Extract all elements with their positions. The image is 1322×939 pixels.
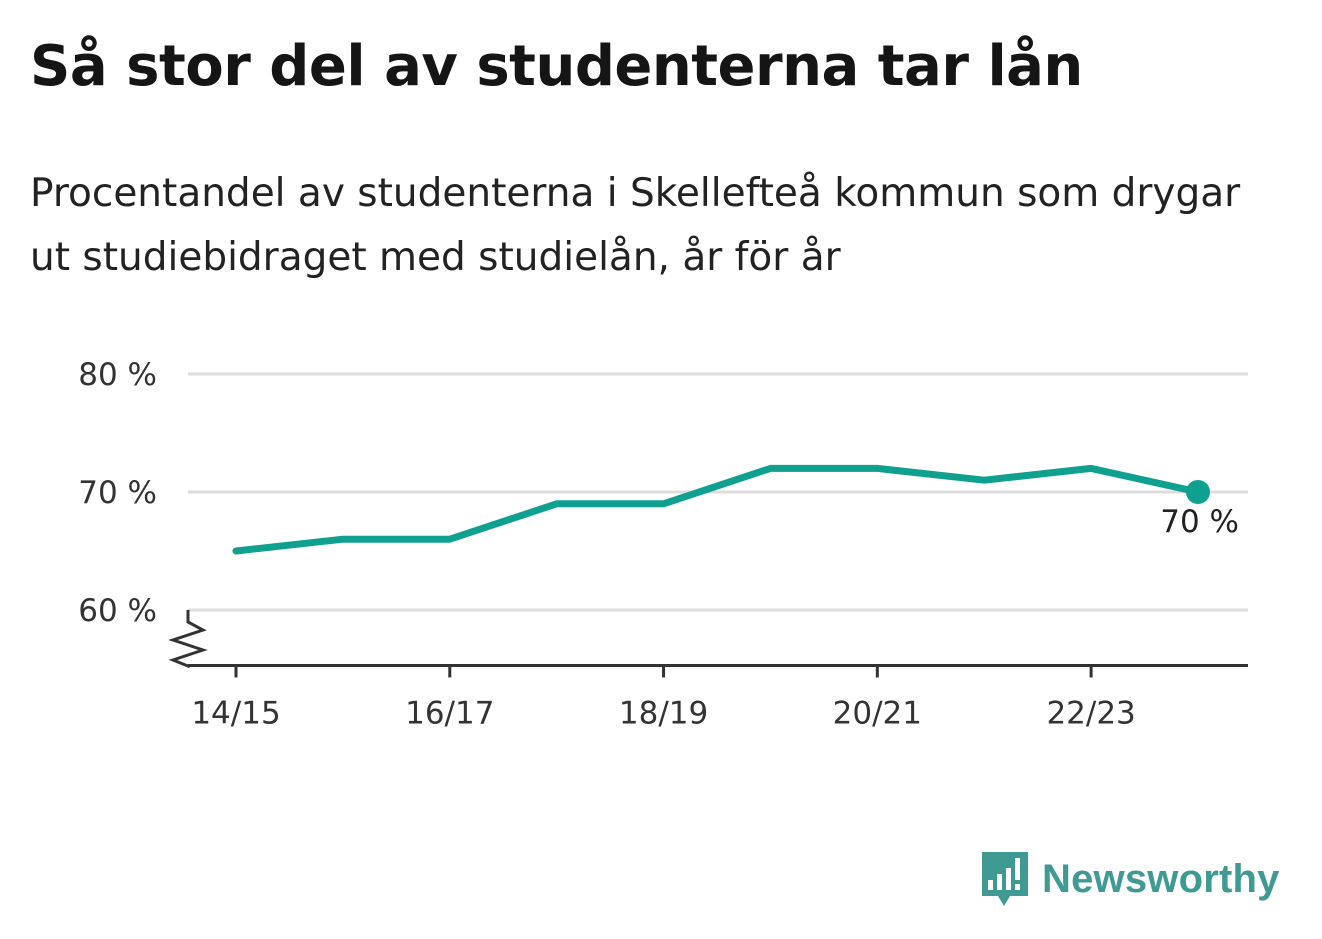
x-tick-label: 20/21 bbox=[833, 695, 922, 731]
y-tick-label: 70 % bbox=[78, 475, 157, 511]
x-tick-label: 18/19 bbox=[619, 695, 708, 731]
x-tick-label: 22/23 bbox=[1046, 695, 1135, 731]
chart-title: Så stor del av studenterna tar lån bbox=[30, 34, 1083, 99]
brand-name: Newsworthy bbox=[1042, 856, 1280, 901]
end-value-label: 70 % bbox=[1160, 504, 1239, 540]
bar-chart-speech-bubble-icon bbox=[982, 852, 1028, 906]
x-tick-label: 16/17 bbox=[405, 695, 494, 731]
chart-subtitle: Procentandel av studenterna i Skellefteå… bbox=[30, 171, 1241, 280]
x-tick-label: 14/15 bbox=[191, 695, 280, 731]
y-tick-label: 80 % bbox=[78, 357, 157, 393]
series-line bbox=[232, 464, 1202, 555]
y-tick-label: 60 % bbox=[78, 593, 157, 629]
brand-logo: Newsworthy bbox=[980, 848, 1280, 910]
end-point-marker bbox=[1186, 480, 1210, 504]
y-axis-break-icon bbox=[168, 610, 208, 669]
